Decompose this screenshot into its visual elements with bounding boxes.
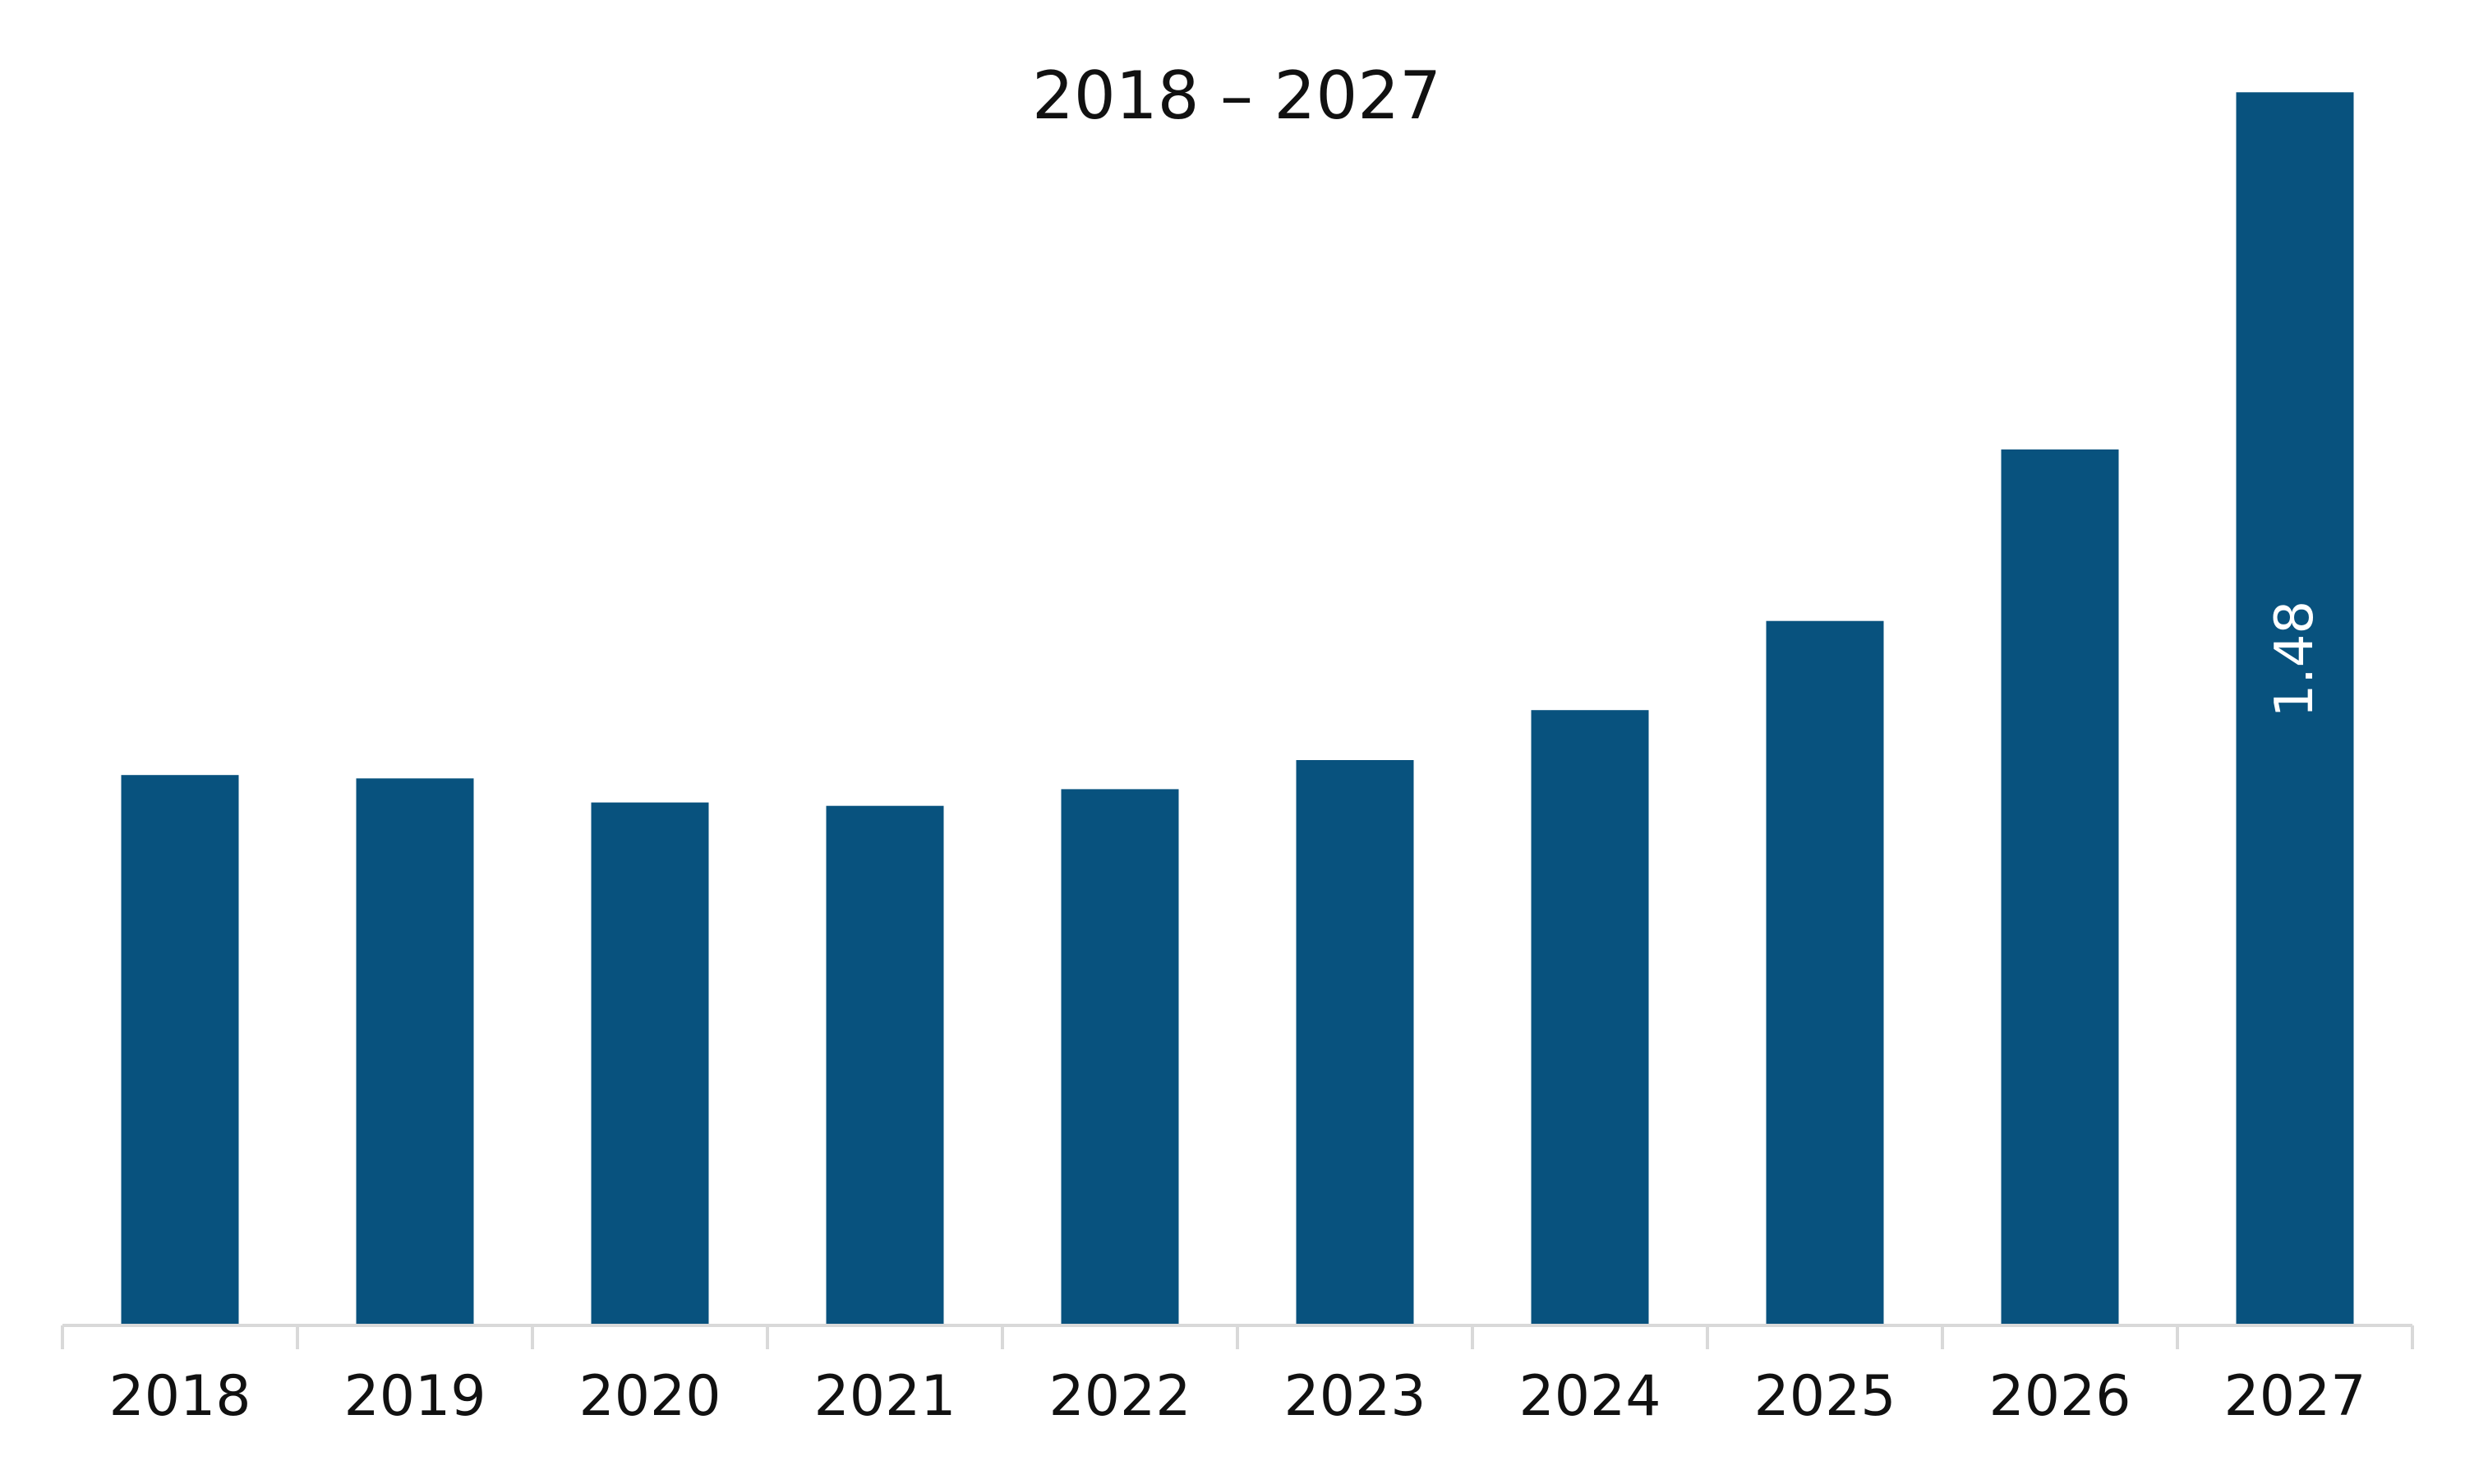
x-tick-label-2018: 2018 <box>108 1364 251 1429</box>
x-tick-label-2025: 2025 <box>1753 1364 1896 1429</box>
x-axis <box>61 1324 2414 1349</box>
bar-2021 <box>826 805 944 1325</box>
x-tick-label-2019: 2019 <box>343 1364 486 1429</box>
bar-2019 <box>356 778 474 1325</box>
labels-group: 2018 2019 2020 2021 2022 2023 2024 2025 2026 2027… <box>108 601 2366 1429</box>
x-tick-label-2022: 2022 <box>1048 1364 1191 1429</box>
bar-2025 <box>1766 620 1884 1325</box>
bars-group <box>121 92 2354 1325</box>
data-label-2027: 1.48 <box>2265 601 2325 718</box>
x-tick-label-2023: 2023 <box>1283 1364 1426 1429</box>
chart-title: 2018 – 2027 <box>1032 58 1441 134</box>
x-tick-label-2020: 2020 <box>578 1364 721 1429</box>
bar-2023 <box>1296 760 1414 1325</box>
x-tick-label-2024: 2024 <box>1518 1364 1661 1429</box>
x-tick-label-2021: 2021 <box>813 1364 956 1429</box>
bar-2018 <box>121 775 239 1325</box>
x-tick-label-2027: 2027 <box>2223 1364 2366 1429</box>
bar-2027 <box>2236 92 2354 1325</box>
bar-2022 <box>1061 789 1179 1325</box>
bar-2024 <box>1531 710 1649 1325</box>
bar-2026 <box>2001 449 2119 1325</box>
bar-2020 <box>591 802 709 1325</box>
x-tick-label-2026: 2026 <box>1988 1364 2131 1429</box>
